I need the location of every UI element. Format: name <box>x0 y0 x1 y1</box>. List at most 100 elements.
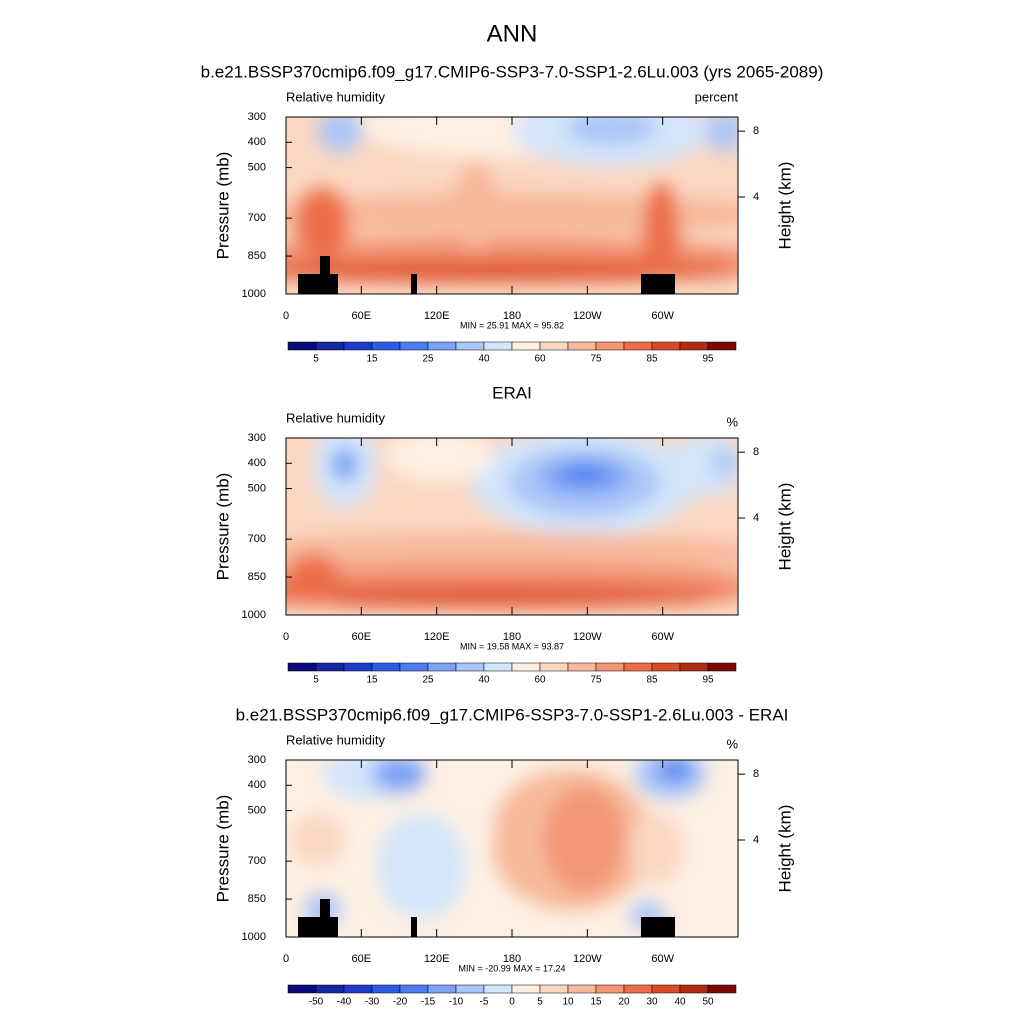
colorbar-box <box>315 984 345 994</box>
colorbar-label: -5 <box>480 997 489 1008</box>
x-tick-label: 60E <box>352 310 372 322</box>
contour-region <box>656 760 693 782</box>
panel-title: b.e21.BSSP370cmip6.f09_g17.CMIP6-SSP3-7.… <box>236 705 789 724</box>
y-tick-label: 400 <box>248 136 266 148</box>
colorbar-box <box>707 984 737 994</box>
contour-region <box>629 813 684 884</box>
x-tick-label: 0 <box>283 310 289 322</box>
colorbar-box <box>595 984 625 994</box>
contour-region <box>286 193 738 236</box>
panel-title: ERAI <box>492 383 532 402</box>
contour-region <box>286 591 716 607</box>
x-tick-label: 0 <box>283 953 289 965</box>
min-max-stats: MIN = 25.91 MAX = 95.82 <box>460 320 564 330</box>
x-tick-label: 120E <box>424 310 450 322</box>
y2-axis-title: Height (km) <box>775 805 794 893</box>
y-tick-label: 850 <box>248 893 266 905</box>
colorbar-label: -10 <box>449 997 464 1008</box>
contour-region <box>376 813 467 920</box>
colorbar-label: 50 <box>702 997 714 1008</box>
colorbar-box <box>567 662 597 672</box>
colorbar-box <box>539 984 569 994</box>
colorbar-box <box>371 662 401 672</box>
colorbar-label: 0 <box>509 997 515 1008</box>
terrain <box>641 917 675 937</box>
contour-region <box>643 182 680 282</box>
colorbar-box <box>399 662 429 672</box>
colorbar-box <box>707 341 737 351</box>
variable-label: Relative humidity <box>286 410 385 425</box>
y2-tick-label: 8 <box>753 768 759 780</box>
colorbar-box <box>623 662 653 672</box>
colorbar-label: 95 <box>702 675 714 686</box>
colorbar-box <box>455 662 485 672</box>
y-tick-label: 850 <box>248 571 266 583</box>
contour-field <box>286 438 738 615</box>
x-tick-label: 120W <box>573 953 602 965</box>
y-tick-label: 300 <box>248 111 266 123</box>
y-axis-title: Pressure (mb) <box>213 795 232 903</box>
colorbar-box <box>539 662 569 672</box>
y-tick-label: 400 <box>248 457 266 469</box>
colorbar-box <box>483 984 513 994</box>
colorbar-box <box>679 662 709 672</box>
y2-tick-label: 4 <box>753 834 759 846</box>
contour-region <box>710 448 738 477</box>
x-tick-label: 180 <box>503 631 521 643</box>
colorbar-box <box>371 984 401 994</box>
contour-region <box>286 553 341 607</box>
colorbar-label: 5 <box>313 354 319 365</box>
colorbar-label: 95 <box>702 354 714 365</box>
y-tick-label: 500 <box>248 161 266 173</box>
x-tick-label: 180 <box>503 953 521 965</box>
contour-field <box>286 117 738 294</box>
colorbar-box <box>287 341 317 351</box>
colorbar-box <box>511 662 541 672</box>
units-label: % <box>726 414 738 429</box>
y-tick-label: 500 <box>248 482 266 494</box>
colorbar-box <box>287 662 317 672</box>
colorbar-box <box>455 341 485 351</box>
colorbar-box <box>651 984 681 994</box>
terrain <box>411 917 417 937</box>
contour-region <box>317 117 363 153</box>
contour-field <box>286 760 738 937</box>
colorbar-box <box>399 341 429 351</box>
x-tick-label: 60E <box>352 953 372 965</box>
colorbar-label: -15 <box>421 997 436 1008</box>
panel-title: b.e21.BSSP370cmip6.f09_g17.CMIP6-SSP3-7.… <box>201 62 824 81</box>
y2-tick-label: 4 <box>753 191 759 203</box>
y2-axis-title: Height (km) <box>775 483 794 571</box>
colorbar-label: 85 <box>646 354 658 365</box>
contour-region <box>290 813 345 867</box>
colorbar-box <box>707 662 737 672</box>
colorbar-box <box>343 984 373 994</box>
x-tick-label: 60W <box>651 953 674 965</box>
colorbar-label: 60 <box>534 675 546 686</box>
terrain <box>298 274 338 294</box>
colorbar-box <box>371 341 401 351</box>
min-max-stats: MIN = -20.99 MAX = 17.24 <box>458 963 565 973</box>
y-tick-label: 300 <box>248 432 266 444</box>
y-tick-label: 700 <box>248 212 266 224</box>
figure-title: ANN <box>487 20 538 47</box>
colorbar-label: 75 <box>590 675 602 686</box>
contour-region <box>706 117 738 153</box>
colorbar-label: 60 <box>534 354 546 365</box>
colorbar-box <box>287 984 317 994</box>
y2-tick-label: 8 <box>753 446 759 458</box>
colorbar-label: 30 <box>646 997 658 1008</box>
colorbar-box <box>511 341 541 351</box>
x-tick-label: 120E <box>424 631 450 643</box>
x-tick-label: 120E <box>424 953 450 965</box>
y-tick-label: 1000 <box>242 288 266 300</box>
colorbar-label: 10 <box>562 997 574 1008</box>
panel: b.e21.BSSP370cmip6.f09_g17.CMIP6-SSP3-7.… <box>213 705 794 1007</box>
colorbar-box <box>511 984 541 994</box>
colorbar-box <box>595 662 625 672</box>
colorbar-box <box>427 341 457 351</box>
y-axis-title: Pressure (mb) <box>213 152 232 260</box>
y2-axis-title: Height (km) <box>775 162 794 250</box>
panel: b.e21.BSSP370cmip6.f09_g17.CMIP6-SSP3-7.… <box>201 62 824 364</box>
